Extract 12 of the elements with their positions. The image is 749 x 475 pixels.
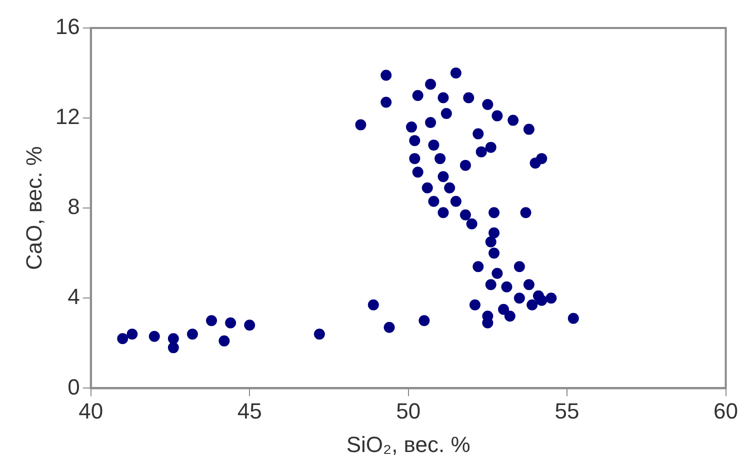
x-tick-label: 40 xyxy=(78,398,104,424)
y-tick-label: 4 xyxy=(68,284,80,310)
y-tick-label: 16 xyxy=(55,14,80,40)
x-tick-label: 50 xyxy=(396,398,421,424)
y-tick-label: 0 xyxy=(68,374,80,400)
y-axis-title: CaO, вес. % xyxy=(21,146,46,270)
x-tick-label: 55 xyxy=(554,398,580,424)
x-axis-title: SiO₂, вес. % xyxy=(346,432,470,457)
x-tick-label: 60 xyxy=(714,398,738,424)
y-tick-label: 12 xyxy=(55,104,80,130)
y-tick-label: 8 xyxy=(68,194,80,220)
x-tick-label: 45 xyxy=(237,398,262,424)
